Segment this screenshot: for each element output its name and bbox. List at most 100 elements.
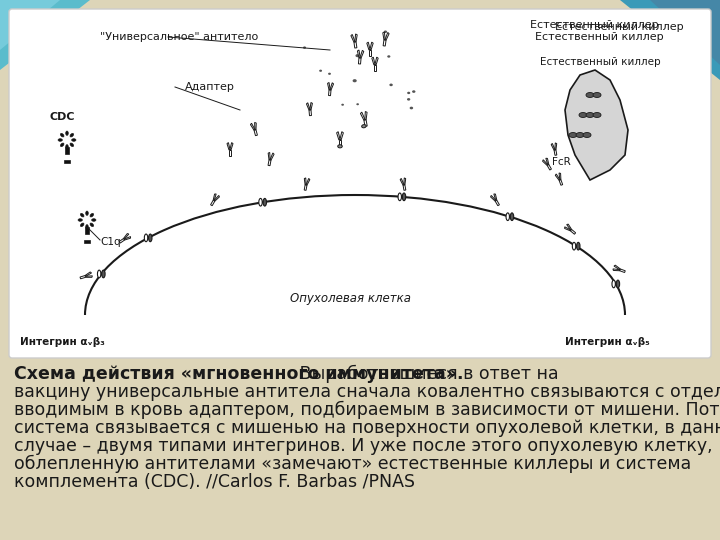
Polygon shape: [374, 65, 376, 71]
Ellipse shape: [390, 84, 393, 86]
Polygon shape: [355, 34, 357, 42]
Polygon shape: [305, 178, 306, 185]
Polygon shape: [354, 42, 357, 48]
Ellipse shape: [356, 103, 359, 105]
Polygon shape: [372, 57, 375, 65]
Bar: [84, 240, 91, 243]
Polygon shape: [565, 70, 628, 180]
Ellipse shape: [384, 30, 387, 33]
Ellipse shape: [81, 213, 84, 217]
Polygon shape: [230, 143, 233, 150]
Polygon shape: [270, 153, 274, 160]
Polygon shape: [229, 150, 231, 156]
Polygon shape: [495, 200, 500, 206]
Text: Естественный киллер: Естественный киллер: [535, 32, 664, 42]
Text: Естественный киллер: Естественный киллер: [530, 20, 659, 30]
Polygon shape: [251, 123, 255, 130]
Ellipse shape: [58, 139, 63, 141]
Polygon shape: [494, 194, 497, 200]
Polygon shape: [554, 150, 557, 156]
Text: Адаптер: Адаптер: [185, 82, 235, 92]
Polygon shape: [365, 111, 367, 120]
Polygon shape: [125, 237, 130, 240]
Text: FcR: FcR: [552, 157, 571, 167]
Polygon shape: [227, 143, 230, 150]
Polygon shape: [370, 42, 373, 50]
Polygon shape: [543, 160, 548, 165]
Ellipse shape: [70, 133, 73, 137]
Polygon shape: [552, 144, 555, 150]
Ellipse shape: [258, 198, 262, 206]
Ellipse shape: [402, 193, 405, 201]
Text: C1q: C1q: [100, 237, 121, 247]
Polygon shape: [254, 130, 258, 136]
Polygon shape: [351, 35, 355, 42]
Polygon shape: [404, 178, 405, 185]
Polygon shape: [559, 180, 562, 185]
Polygon shape: [330, 83, 333, 90]
Text: Интегрин αᵥβ₃: Интегрин αᵥβ₃: [20, 337, 105, 347]
Ellipse shape: [407, 98, 410, 100]
Polygon shape: [268, 160, 271, 166]
Polygon shape: [213, 194, 216, 200]
Ellipse shape: [356, 54, 359, 57]
Text: Выработавшиеся в ответ на: Выработавшиеся в ответ на: [294, 365, 559, 383]
Polygon shape: [555, 143, 557, 150]
Ellipse shape: [60, 143, 64, 146]
Ellipse shape: [510, 213, 513, 220]
Polygon shape: [268, 152, 270, 160]
Ellipse shape: [341, 104, 344, 106]
Polygon shape: [215, 195, 220, 201]
Polygon shape: [85, 272, 91, 276]
Ellipse shape: [97, 270, 101, 278]
Polygon shape: [383, 40, 386, 46]
Ellipse shape: [319, 70, 322, 72]
Polygon shape: [361, 112, 365, 120]
Ellipse shape: [303, 46, 306, 49]
Text: "Универсальное" антитело: "Универсальное" антитело: [100, 32, 258, 42]
Text: облепленную антителами «замечают» естественные киллеры и система: облепленную антителами «замечают» естест…: [14, 455, 691, 473]
Polygon shape: [304, 185, 307, 190]
Polygon shape: [555, 174, 560, 180]
Ellipse shape: [616, 280, 620, 288]
Polygon shape: [123, 233, 129, 239]
Polygon shape: [650, 0, 720, 65]
Ellipse shape: [91, 219, 96, 221]
Polygon shape: [360, 50, 364, 58]
Polygon shape: [306, 178, 310, 185]
Polygon shape: [570, 230, 576, 234]
Ellipse shape: [583, 132, 591, 138]
Ellipse shape: [612, 280, 616, 288]
Ellipse shape: [586, 92, 594, 98]
Ellipse shape: [338, 145, 342, 148]
Polygon shape: [385, 32, 389, 40]
Polygon shape: [339, 140, 341, 146]
Polygon shape: [375, 57, 378, 65]
Text: CDC: CDC: [50, 112, 76, 122]
Polygon shape: [403, 185, 406, 190]
Text: вводимым в кровь адаптером, подбираемым в зависимости от мишени. Потом эта: вводимым в кровь адаптером, подбираемым …: [14, 401, 720, 419]
Ellipse shape: [81, 223, 84, 227]
Ellipse shape: [72, 139, 76, 141]
Polygon shape: [366, 42, 370, 50]
FancyBboxPatch shape: [9, 9, 711, 358]
Ellipse shape: [593, 92, 601, 98]
Text: Естественный киллер: Естественный киллер: [555, 22, 683, 32]
Ellipse shape: [66, 145, 68, 149]
Ellipse shape: [148, 234, 152, 242]
Bar: [85, 227, 89, 234]
Ellipse shape: [328, 73, 331, 75]
Text: Интегрин αᵥβ₅: Интегрин αᵥβ₅: [565, 337, 649, 347]
Text: Опухолевая клетка: Опухолевая клетка: [290, 292, 411, 305]
Ellipse shape: [410, 107, 413, 110]
Ellipse shape: [586, 112, 594, 118]
Polygon shape: [120, 239, 125, 243]
Ellipse shape: [579, 112, 587, 118]
Ellipse shape: [86, 211, 89, 215]
Bar: [63, 160, 71, 163]
Ellipse shape: [577, 242, 580, 250]
Ellipse shape: [263, 198, 266, 206]
Ellipse shape: [506, 213, 510, 220]
Polygon shape: [559, 173, 561, 180]
Ellipse shape: [66, 131, 68, 136]
